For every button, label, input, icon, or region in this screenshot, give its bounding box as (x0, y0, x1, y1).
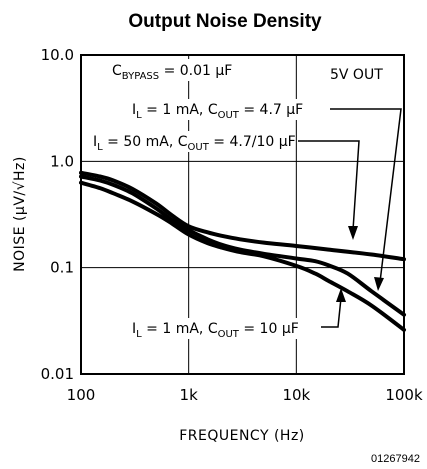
document-code: 01267942 (371, 453, 420, 465)
leader-line-1ma-10uf (321, 297, 342, 328)
series-line-1 (79, 174, 406, 317)
leader-arrow-1ma-10uf (336, 288, 346, 302)
leader-line-1ma-4.7uf (330, 108, 402, 283)
series-label-0: IL = 50 mA, COUT = 4.7/10 µF (93, 134, 296, 153)
series-label-bg-2 (128, 318, 320, 339)
x-tick-label: 100k (385, 386, 423, 404)
y-tick-label: 1.0 (50, 152, 74, 170)
series-line-2 (79, 180, 406, 332)
x-tick-label: 10k (282, 386, 310, 404)
series-label-1: IL = 1 mA, COUT = 4.7 µF (132, 102, 303, 121)
chart-title: Output Noise Density (128, 11, 322, 32)
x-tick-label: 100 (67, 386, 96, 404)
series-line-0 (79, 170, 406, 262)
x-tick-label: 1k (180, 386, 199, 404)
series-label-bg-1 (128, 99, 328, 120)
tick-labels: 100 1k 10k 100k 10.0 1.0 0.1 0.01 (41, 46, 423, 404)
series-label-2: IL = 1 mA, COUT = 10 µF (132, 321, 299, 340)
bypass-annotation-bg (108, 59, 294, 81)
leader-arrow-50ma (348, 226, 358, 240)
y-tick-label: 0.1 (50, 259, 74, 277)
plot-frame (80, 54, 405, 375)
y-tick-label: 0.01 (41, 365, 74, 383)
series-label-bg-0 (89, 131, 295, 152)
bypass-annotation: CBYPASS = 0.01 µF (112, 63, 232, 82)
y-axis-label: NOISE (µV/√Hz) (12, 156, 28, 272)
output-annotation: 5V OUT (330, 67, 383, 83)
output-annotation-bg (326, 62, 398, 84)
x-axis-label: FREQUENCY (Hz) (179, 428, 305, 444)
y-tick-label: 10.0 (41, 46, 74, 64)
leader-line-50ma (298, 140, 360, 231)
series-labels: IL = 50 mA, COUT = 4.7/10 µF IL = 1 mA, … (89, 99, 402, 340)
leader-arrow-1ma-4.7uf (374, 277, 384, 291)
series-curves (79, 170, 406, 332)
